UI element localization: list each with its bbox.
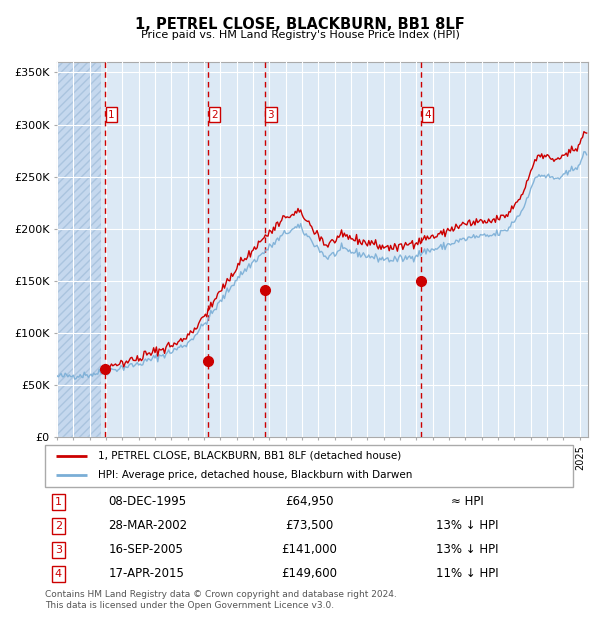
Text: 1, PETREL CLOSE, BLACKBURN, BB1 8LF (detached house): 1, PETREL CLOSE, BLACKBURN, BB1 8LF (det…: [98, 451, 401, 461]
Text: ≈ HPI: ≈ HPI: [451, 495, 484, 508]
Text: £73,500: £73,500: [285, 520, 333, 533]
Text: 3: 3: [55, 545, 62, 555]
Bar: [57, 62, 101, 437]
Text: 1: 1: [108, 110, 115, 120]
FancyBboxPatch shape: [45, 445, 573, 487]
Text: £141,000: £141,000: [281, 543, 337, 556]
Text: 2: 2: [55, 521, 62, 531]
Text: £149,600: £149,600: [281, 567, 337, 580]
Text: 17-APR-2015: 17-APR-2015: [109, 567, 184, 580]
Text: Contains HM Land Registry data © Crown copyright and database right 2024.
This d: Contains HM Land Registry data © Crown c…: [45, 590, 397, 609]
Text: 4: 4: [424, 110, 431, 120]
Text: HPI: Average price, detached house, Blackburn with Darwen: HPI: Average price, detached house, Blac…: [98, 471, 412, 480]
Text: 28-MAR-2002: 28-MAR-2002: [109, 520, 187, 533]
Text: 16-SEP-2005: 16-SEP-2005: [109, 543, 183, 556]
Text: 08-DEC-1995: 08-DEC-1995: [109, 495, 187, 508]
Text: 11% ↓ HPI: 11% ↓ HPI: [436, 567, 499, 580]
Text: 1: 1: [55, 497, 62, 507]
Text: 13% ↓ HPI: 13% ↓ HPI: [436, 520, 499, 533]
Text: £64,950: £64,950: [285, 495, 333, 508]
Text: 13% ↓ HPI: 13% ↓ HPI: [436, 543, 499, 556]
Text: 3: 3: [268, 110, 274, 120]
Text: 2: 2: [211, 110, 218, 120]
Text: 1, PETREL CLOSE, BLACKBURN, BB1 8LF: 1, PETREL CLOSE, BLACKBURN, BB1 8LF: [135, 17, 465, 32]
Text: Price paid vs. HM Land Registry's House Price Index (HPI): Price paid vs. HM Land Registry's House …: [140, 30, 460, 40]
Text: 4: 4: [55, 569, 62, 579]
